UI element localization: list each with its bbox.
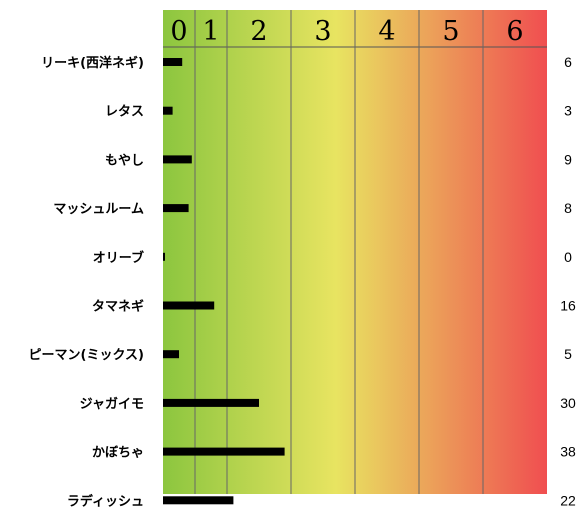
x-tick-label: 0 — [170, 16, 187, 47]
x-tick-label: 4 — [378, 16, 395, 47]
x-tick-label: 6 — [506, 16, 523, 47]
x-tick-label: 3 — [314, 16, 331, 47]
category-label: レタス — [105, 105, 144, 120]
bar — [163, 204, 189, 213]
category-label: かぼちゃ — [92, 446, 144, 461]
x-tick-label: 5 — [442, 16, 459, 47]
category-label: ラディッシュ — [67, 493, 144, 509]
bar — [163, 301, 215, 310]
category-label: タマネギ — [92, 299, 144, 315]
value-label: 22 — [560, 492, 576, 508]
bar — [163, 496, 234, 505]
bar — [163, 447, 285, 456]
bar — [163, 58, 183, 66]
bar — [163, 398, 259, 407]
value-label: 9 — [564, 151, 572, 167]
category-label: リーキ(西洋ネギ) — [41, 55, 144, 71]
value-label: 5 — [564, 346, 572, 362]
bar — [163, 106, 173, 115]
value-label: 30 — [560, 395, 576, 411]
x-tick-label: 1 — [202, 16, 219, 47]
bar — [163, 252, 165, 261]
bar — [163, 155, 192, 164]
category-label: ピーマン(ミックス) — [29, 348, 145, 363]
category-label: ジャガイモ — [80, 397, 144, 412]
value-label: 3 — [564, 103, 572, 119]
value-label: 16 — [560, 298, 576, 314]
category-label: もやし — [105, 153, 144, 168]
category-label: オリーブ — [93, 250, 144, 266]
bar — [163, 350, 179, 359]
x-tick-label: 2 — [250, 16, 267, 47]
value-label: 0 — [564, 249, 572, 265]
category-label: マッシュルーム — [53, 202, 144, 217]
value-label: 6 — [564, 54, 572, 70]
value-label: 38 — [560, 444, 576, 460]
value-label: 8 — [564, 200, 572, 216]
